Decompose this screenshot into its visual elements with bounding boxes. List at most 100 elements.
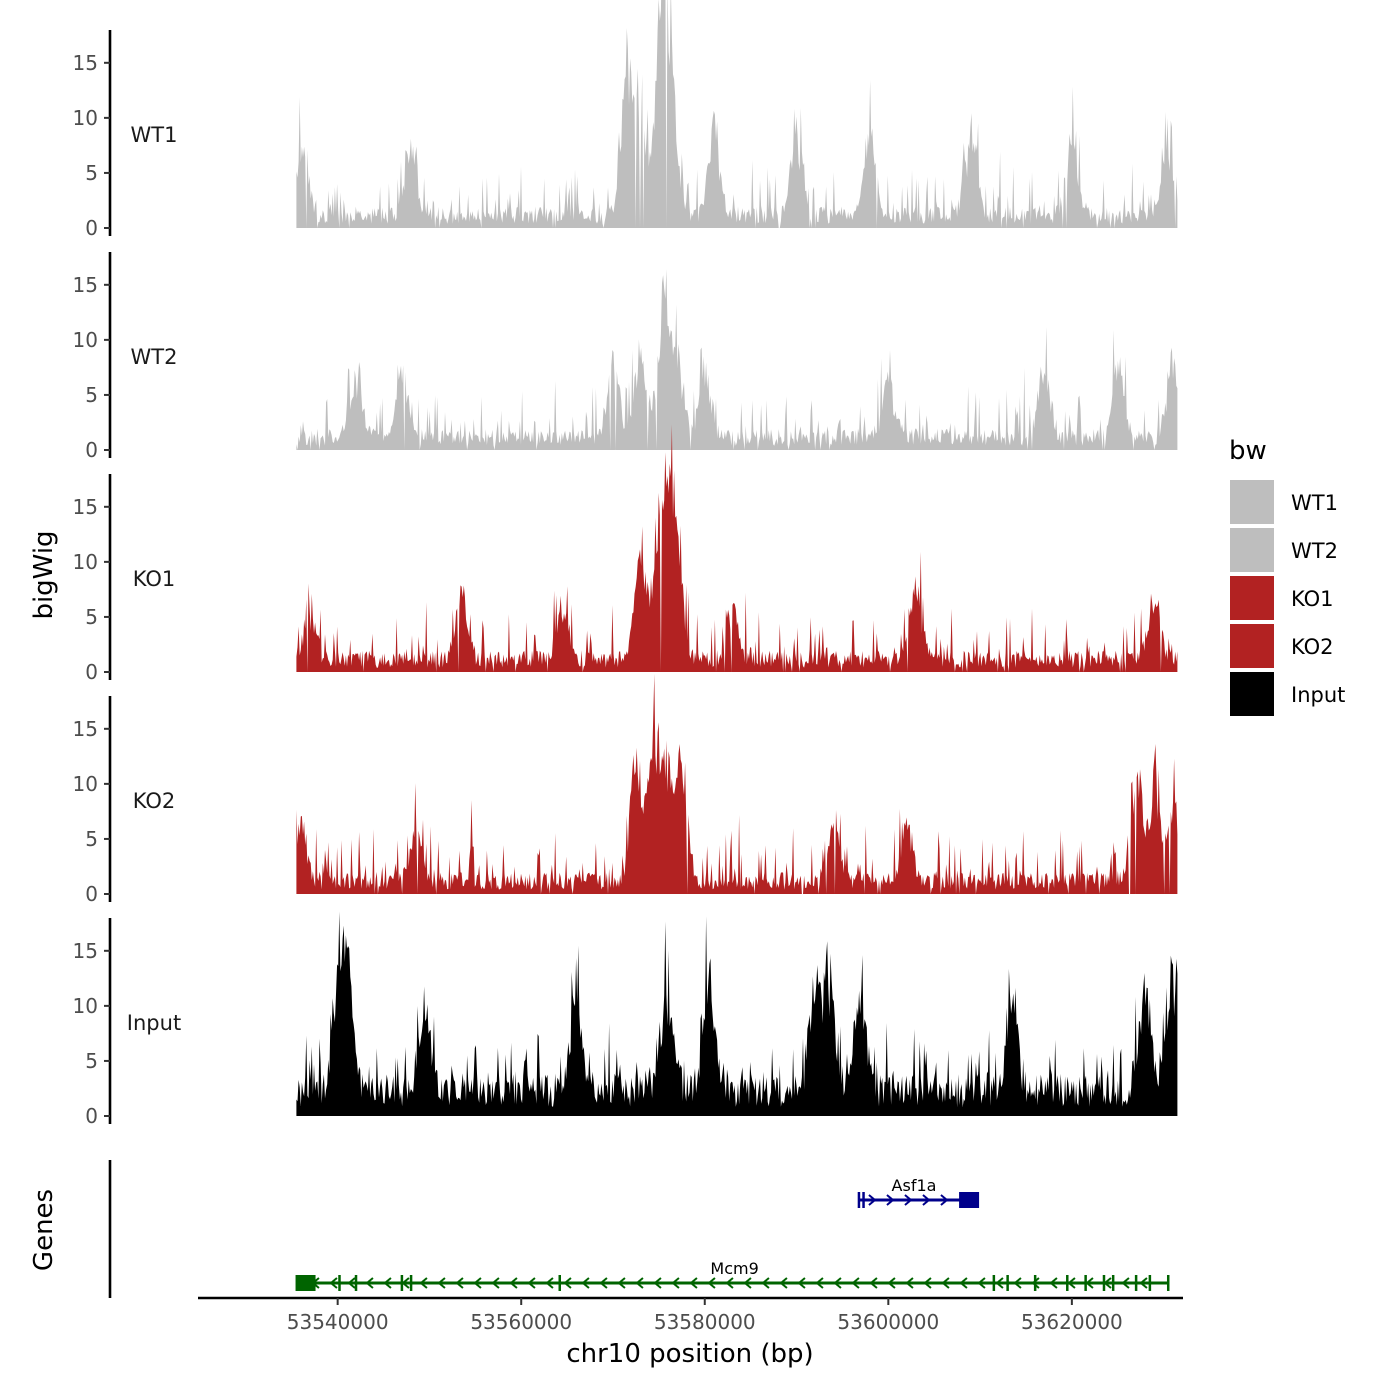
y-tick-label: 10	[73, 328, 98, 352]
strand-arrow	[868, 1194, 877, 1206]
track-label: WT1	[131, 123, 178, 147]
gene-annotation-track: Asf1a Mcm9	[108, 1160, 1170, 1298]
x-tick-label: 53580000	[654, 1310, 756, 1334]
y-tick-label: 15	[73, 51, 98, 75]
y-tick-label: 10	[73, 106, 98, 130]
y-axis-title: bigWig	[29, 530, 59, 619]
exon-block	[959, 1192, 980, 1208]
y-tick-label: 0	[85, 882, 98, 906]
gene-mcm9: Mcm9	[295, 1259, 1170, 1291]
strand-arrow	[689, 1277, 698, 1289]
strand-arrow	[1031, 1277, 1040, 1289]
y-tick-label: 5	[85, 383, 98, 407]
strand-arrow	[815, 1277, 824, 1289]
legend-swatch-wt2	[1230, 528, 1274, 572]
track-wt1: 0 5 10 15 WT1	[73, 0, 1178, 240]
gene-label: Mcm9	[710, 1259, 758, 1278]
y-tick-label: 10	[73, 550, 98, 574]
strand-arrow	[581, 1277, 590, 1289]
legend-swatch-ko1	[1230, 576, 1274, 620]
genes-axis-title: Genes	[29, 1189, 59, 1271]
strand-arrow	[527, 1277, 536, 1289]
strand-arrow	[473, 1277, 482, 1289]
exon-block	[295, 1275, 316, 1291]
strand-arrow	[851, 1277, 860, 1289]
track-input: 0 5 10 15 Input	[73, 911, 1178, 1128]
strand-arrow	[1013, 1277, 1022, 1289]
track-label: WT2	[131, 345, 178, 369]
strand-arrow	[743, 1277, 752, 1289]
x-tick-label: 53600000	[837, 1310, 939, 1334]
y-tick-label: 0	[85, 216, 98, 240]
strand-arrow	[905, 1277, 914, 1289]
strand-arrow	[563, 1277, 572, 1289]
signal-area-wt2	[296, 269, 1178, 450]
strand-arrow	[797, 1277, 806, 1289]
y-tick-label: 10	[73, 994, 98, 1018]
strand-arrow	[437, 1277, 446, 1289]
strand-arrow	[959, 1277, 968, 1289]
x-axis-title: chr10 position (bp)	[566, 1339, 813, 1369]
gene-label: Asf1a	[892, 1176, 937, 1195]
strand-arrow	[1085, 1277, 1094, 1289]
strand-arrow	[599, 1277, 608, 1289]
track-label: KO1	[133, 567, 176, 591]
y-tick-label: 15	[73, 273, 98, 297]
legend-label-wt1: WT1	[1291, 491, 1338, 515]
y-tick-label: 15	[73, 939, 98, 963]
y-tick-label: 5	[85, 827, 98, 851]
strand-arrow	[653, 1277, 662, 1289]
strand-arrow	[1049, 1277, 1058, 1289]
legend-swatch-input	[1230, 672, 1274, 716]
legend-label-input: Input	[1291, 683, 1345, 707]
legend: bw WT1 WT2 KO1 KO2 Input	[1229, 436, 1345, 716]
legend-title: bw	[1229, 436, 1267, 466]
signal-tracks: 0 5 10 15 WT1 0 5 10 15 WT2 0 5 10 15 KO1 0 5 10 15 KO2 0 5 10…	[73, 0, 1178, 1128]
track-label: Input	[127, 1011, 181, 1035]
track-wt2: 0 5 10 15 WT2	[73, 252, 1178, 462]
signal-area-ko1	[296, 424, 1178, 672]
strand-arrow	[707, 1277, 716, 1289]
strand-arrow	[671, 1277, 680, 1289]
strand-arrow	[725, 1277, 734, 1289]
legend-swatch-wt1	[1230, 480, 1274, 524]
strand-arrow	[904, 1194, 913, 1206]
strand-arrow	[941, 1277, 950, 1289]
strand-arrow	[995, 1277, 1004, 1289]
strand-arrow	[365, 1277, 374, 1289]
track-ko2: 0 5 10 15 KO2	[73, 673, 1178, 906]
strand-arrow	[833, 1277, 842, 1289]
strand-arrow	[977, 1277, 986, 1289]
y-tick-label: 0	[85, 660, 98, 684]
x-tick-label: 53620000	[1021, 1310, 1123, 1334]
strand-arrow	[491, 1277, 500, 1289]
y-tick-label: 0	[85, 1104, 98, 1128]
y-tick-label: 5	[85, 1049, 98, 1073]
strand-arrow	[886, 1194, 895, 1206]
y-tick-label: 0	[85, 438, 98, 462]
legend-swatch-ko2	[1230, 624, 1274, 668]
strand-arrow	[635, 1277, 644, 1289]
strand-arrow	[779, 1277, 788, 1289]
gene-asf1a: Asf1a	[857, 1176, 980, 1208]
strand-arrow	[1139, 1277, 1148, 1289]
y-tick-label: 15	[73, 717, 98, 741]
legend-label-ko2: KO2	[1291, 635, 1334, 659]
strand-arrow	[869, 1277, 878, 1289]
strand-arrow	[923, 1277, 932, 1289]
track-ko1: 0 5 10 15 KO1	[73, 424, 1178, 684]
strand-arrow	[617, 1277, 626, 1289]
strand-arrow	[1121, 1277, 1130, 1289]
strand-arrow	[509, 1277, 518, 1289]
x-tick-label: 53560000	[470, 1310, 572, 1334]
y-tick-label: 5	[85, 161, 98, 185]
x-axis: 53540000 53560000 53580000 53600000 53620000	[198, 1296, 1183, 1334]
strand-arrow	[383, 1277, 392, 1289]
y-tick-label: 15	[73, 495, 98, 519]
strand-arrow	[940, 1194, 949, 1206]
y-tick-label: 5	[85, 605, 98, 629]
strand-arrow	[545, 1277, 554, 1289]
strand-arrow	[887, 1277, 896, 1289]
y-tick-label: 10	[73, 772, 98, 796]
